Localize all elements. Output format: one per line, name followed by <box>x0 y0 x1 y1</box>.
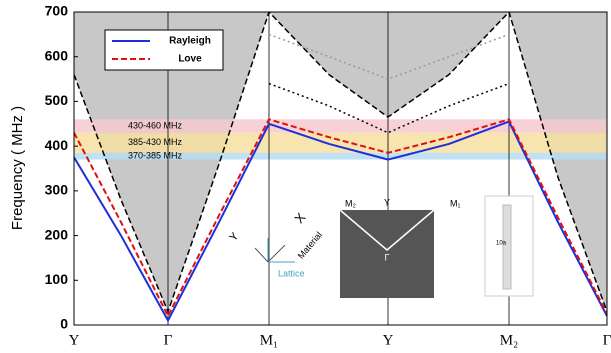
x-tick-label: Γ <box>164 332 173 348</box>
chart: Frequency ( MHz ) Rayleigh Love M₂ Y M₁ Γ… <box>0 0 611 353</box>
x-tick-label: M₂ <box>500 332 519 348</box>
y-tick-label: 400 <box>45 137 69 153</box>
axis-label: X <box>291 210 308 227</box>
band-label: 385-430 MHz <box>128 137 183 147</box>
y-tick-label: 500 <box>45 92 69 108</box>
y-tick-label: 700 <box>45 3 69 19</box>
band-label: 430-460 MHz <box>128 120 183 130</box>
axis-arrow <box>255 248 268 262</box>
x-tick-label: Y <box>69 332 80 348</box>
x-tick-label: Γ <box>603 332 611 348</box>
device-label: 10a <box>496 241 507 247</box>
legend-label: Love <box>178 54 202 65</box>
y-tick-label: 300 <box>45 182 69 198</box>
legend-label: Rayleigh <box>169 36 211 47</box>
x-tick-label: Y <box>383 332 394 348</box>
x-tick-label: M₁ <box>260 332 279 348</box>
y-tick-label: 0 <box>60 316 68 332</box>
axis-label: Y <box>227 230 241 244</box>
inset: M₂ Y M₁ Γ X Y Material Lattice 10a <box>227 196 533 298</box>
y-tick-label: 200 <box>45 226 69 242</box>
legend: Rayleigh Love <box>105 30 223 70</box>
axis-arrow <box>268 245 285 262</box>
bz-label: Y <box>384 197 390 207</box>
bz-label: Γ <box>385 252 390 262</box>
axis-label: Material <box>296 230 324 261</box>
y-tick-label: 100 <box>45 271 69 287</box>
y-tick-label: 600 <box>45 47 69 63</box>
y-axis-label: Frequency ( MHz ) <box>9 106 26 230</box>
bz-label: M₂ <box>345 198 356 208</box>
device <box>503 205 511 289</box>
axis-label: Lattice <box>278 268 305 278</box>
bz-label: M₁ <box>450 198 461 208</box>
band-label: 370-385 MHz <box>128 151 183 161</box>
